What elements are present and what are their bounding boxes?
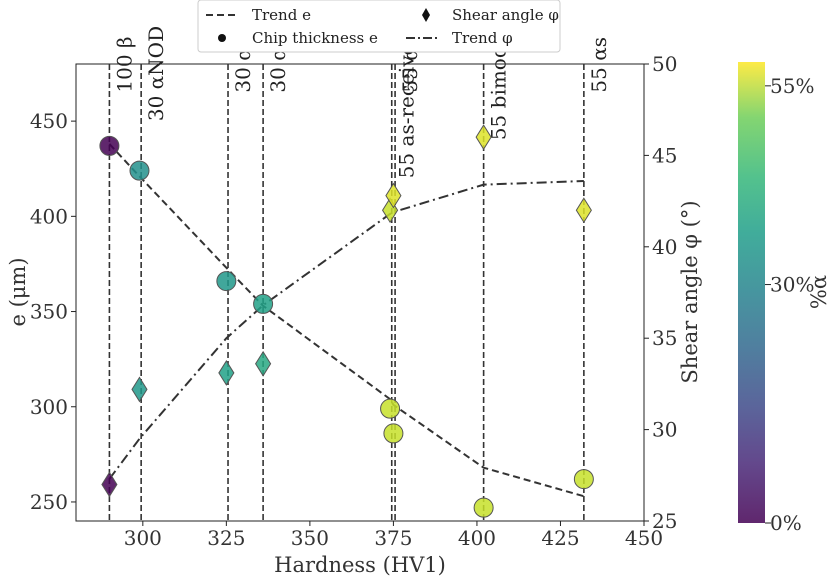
trend-lines — [108, 143, 585, 498]
y2-tick-label: 45 — [652, 143, 677, 167]
legend-shear-angle: Shear angle φ — [452, 6, 559, 24]
chip-thickness-point — [99, 135, 120, 156]
chip-thickness-point — [129, 160, 150, 181]
data-points — [99, 124, 594, 518]
y2-tick-label: 50 — [652, 52, 677, 76]
y2-tick-label: 35 — [652, 326, 677, 350]
shear-angle-point — [475, 124, 492, 151]
vertical-line-label: 55 as-received — [395, 31, 419, 179]
y-tick-label: 350 — [30, 300, 68, 324]
y2-tick-label: 30 — [652, 418, 677, 442]
shear-angle-point — [218, 359, 235, 386]
y-tick-label: 450 — [30, 109, 68, 133]
legend-diamond-swatch — [422, 8, 430, 22]
x-axis-ticks: 300 325 350 375 400 425 450 — [124, 521, 663, 550]
legend-chip-thickness: Chip thickness e — [252, 29, 378, 47]
shear-angle-point — [385, 182, 402, 209]
chip-thickness-point — [383, 423, 404, 444]
colorbar-tick-label: 30% — [770, 273, 814, 297]
y-axis-ticks: 250 300 350 400 450 — [30, 109, 76, 514]
x-tick-label: 425 — [541, 526, 579, 550]
x-tick-label: 375 — [374, 526, 412, 550]
vertical-line-label: 100 β — [112, 36, 136, 92]
legend-box — [197, 0, 561, 53]
y-axis-label: e (μm) — [6, 257, 30, 326]
vertical-line-labels: 100 β 30 αNOD 30 αgb 30 αwi 55 as-received55… — [112, 22, 610, 179]
x-tick-label: 450 — [625, 526, 663, 550]
shear-angle-point — [255, 350, 272, 377]
x-tick-label: 325 — [207, 526, 245, 550]
vertical-line-label: 30 αNOD — [144, 26, 168, 121]
chip-thickness-point — [473, 497, 494, 518]
plot-area — [75, 63, 645, 522]
chip-thickness-point — [380, 398, 401, 419]
y2-axis-label: Shear angle φ (°) — [678, 200, 702, 383]
colorbar-tick-label: 55% — [770, 74, 814, 98]
y-tick-label: 400 — [30, 204, 68, 228]
shear-angle-point — [131, 376, 148, 403]
y2-tick-label: 40 — [652, 235, 677, 259]
colorbar-label: %α — [807, 275, 831, 309]
y-tick-label: 300 — [30, 395, 68, 419]
x-axis-label: Hardness (HV1) — [274, 553, 446, 577]
x-tick-label: 400 — [458, 526, 496, 550]
colorbar-tick-label: 0% — [770, 511, 802, 535]
trend-e-line — [108, 143, 585, 498]
chip-thickness-point — [216, 271, 237, 292]
colorbar — [738, 62, 765, 523]
legend-trend-e: Trend e — [252, 6, 311, 24]
legend: Trend e Shear angle φ Chip thickness e T… — [197, 0, 561, 53]
y-tick-label: 250 — [30, 490, 68, 514]
y2-axis-ticks: 25 30 35 40 45 50 — [644, 52, 677, 533]
shear-angle-point — [575, 197, 592, 224]
chip-thickness-point — [253, 293, 274, 314]
chip-thickness-point — [573, 469, 594, 490]
x-tick-label: 350 — [291, 526, 329, 550]
legend-trend-phi: Trend φ — [452, 29, 513, 47]
x-tick-label: 300 — [124, 526, 162, 550]
colorbar-ticks: 0% 30% 55% — [765, 74, 814, 535]
vertical-line-label: 55 αs — [587, 37, 611, 93]
shear-angle-point — [101, 471, 118, 498]
legend-circle-swatch — [218, 34, 226, 42]
shear-angle-point — [381, 197, 399, 224]
y2-tick-label: 25 — [652, 509, 677, 533]
